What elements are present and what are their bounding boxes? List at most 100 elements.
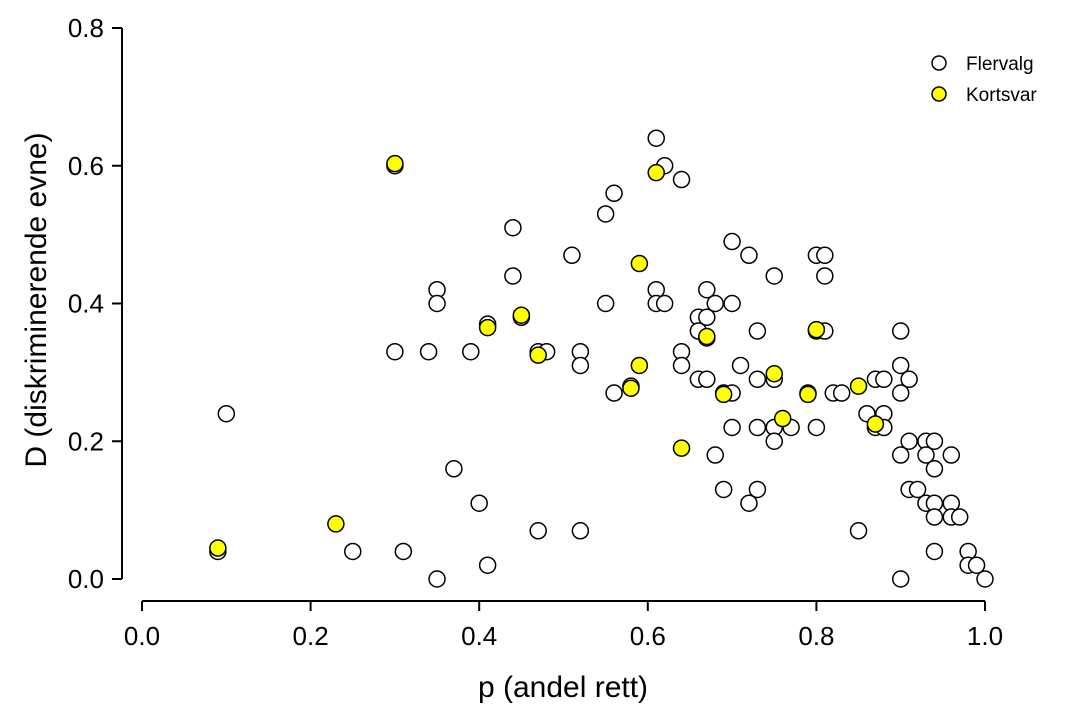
point-flervalg [672, 356, 691, 375]
point-flervalg [714, 480, 733, 499]
point-flervalg [740, 246, 758, 265]
x-tick-label: 0.8 [798, 621, 834, 651]
x-tick-label: 1.0 [967, 621, 1003, 651]
point-flervalg [925, 508, 944, 526]
point-flervalg [571, 522, 590, 540]
point-flervalg [470, 494, 488, 512]
point-kortsvar [698, 327, 716, 346]
point-flervalg [217, 404, 236, 423]
point-flervalg [925, 432, 944, 450]
point-kortsvar [512, 306, 531, 324]
point-flervalg [605, 184, 623, 203]
point-flervalg [765, 432, 783, 450]
point-flervalg [723, 294, 741, 313]
point-flervalg [748, 322, 767, 340]
point-flervalg [807, 418, 826, 437]
point-kortsvar [765, 365, 783, 383]
point-kortsvar [630, 356, 649, 375]
point-flervalg [849, 522, 868, 540]
point-flervalg [748, 480, 767, 499]
point-flervalg [462, 342, 480, 361]
legend-marker-flervalg [931, 55, 947, 71]
x-tick-label: 0.0 [124, 621, 160, 651]
point-kortsvar [647, 163, 665, 182]
point-flervalg [504, 267, 522, 285]
y-tick-label: 0.4 [68, 289, 104, 319]
point-flervalg [967, 556, 986, 574]
point-flervalg [950, 508, 969, 526]
point-flervalg [891, 384, 910, 402]
x-tick-label: 0.2 [293, 621, 329, 651]
x-axis: 0.0 0.2 0.4 0.6 0.8 1.0 [124, 600, 1003, 651]
point-flervalg [706, 294, 724, 313]
data-points [209, 129, 994, 588]
point-flervalg [419, 342, 438, 361]
point-flervalg [925, 542, 944, 561]
point-kortsvar [773, 409, 792, 428]
point-flervalg [478, 556, 497, 574]
point-flervalg [698, 280, 716, 299]
point-flervalg [596, 294, 615, 313]
y-tick-label: 0.2 [68, 426, 104, 456]
legend: Flervalg Kortsvar [931, 54, 1037, 106]
point-kortsvar [807, 320, 826, 339]
point-flervalg [698, 308, 716, 327]
y-axis-title: D (diskriminerende evne) [20, 132, 53, 467]
point-kortsvar [386, 154, 404, 173]
point-flervalg [428, 294, 446, 313]
legend-marker-kortsvar [931, 86, 947, 102]
legend-label-kortsvar: Kortsvar [966, 85, 1037, 106]
x-axis-title: p (andel rett) [478, 671, 648, 704]
point-kortsvar [672, 439, 691, 457]
point-flervalg [900, 432, 918, 450]
point-kortsvar [529, 346, 547, 364]
point-flervalg [428, 570, 446, 588]
y-tick-label: 0.8 [68, 13, 104, 43]
point-flervalg [875, 370, 893, 389]
point-flervalg [672, 170, 691, 189]
point-flervalg [816, 267, 834, 285]
point-kortsvar [327, 515, 345, 533]
point-flervalg [891, 570, 910, 588]
point-kortsvar [866, 415, 885, 433]
legend-label-flervalg: Flervalg [966, 54, 1034, 75]
point-flervalg [908, 480, 927, 499]
point-flervalg [740, 494, 758, 512]
point-kortsvar [799, 385, 817, 404]
point-flervalg [891, 446, 910, 464]
point-flervalg [765, 267, 783, 285]
x-tick-label: 0.6 [630, 621, 666, 651]
point-flervalg [647, 129, 665, 147]
point-flervalg [816, 246, 834, 265]
point-flervalg [605, 384, 623, 402]
point-flervalg [386, 342, 404, 361]
point-flervalg [723, 232, 741, 251]
point-flervalg [748, 418, 767, 437]
point-flervalg [900, 370, 918, 389]
point-kortsvar [714, 385, 733, 404]
point-flervalg [925, 460, 944, 478]
point-flervalg [394, 542, 413, 561]
point-kortsvar [622, 379, 640, 397]
y-axis: 0.0 0.2 0.4 0.6 0.8 [68, 13, 123, 594]
x-tick-label: 0.4 [461, 621, 497, 651]
point-kortsvar [849, 377, 868, 395]
point-flervalg [942, 446, 961, 464]
point-flervalg [344, 542, 362, 561]
point-flervalg [504, 218, 522, 237]
point-flervalg [596, 205, 615, 223]
point-flervalg [655, 294, 674, 313]
point-kortsvar [209, 539, 227, 557]
point-flervalg [891, 322, 910, 340]
point-flervalg [748, 370, 767, 389]
y-tick-label: 0.0 [68, 564, 104, 594]
point-flervalg [563, 246, 581, 265]
point-kortsvar [478, 318, 497, 337]
point-flervalg [529, 522, 547, 540]
point-kortsvar [630, 254, 649, 273]
point-flervalg [832, 384, 851, 402]
point-flervalg [445, 460, 463, 478]
y-tick-label: 0.6 [68, 151, 104, 181]
point-flervalg [976, 570, 994, 588]
